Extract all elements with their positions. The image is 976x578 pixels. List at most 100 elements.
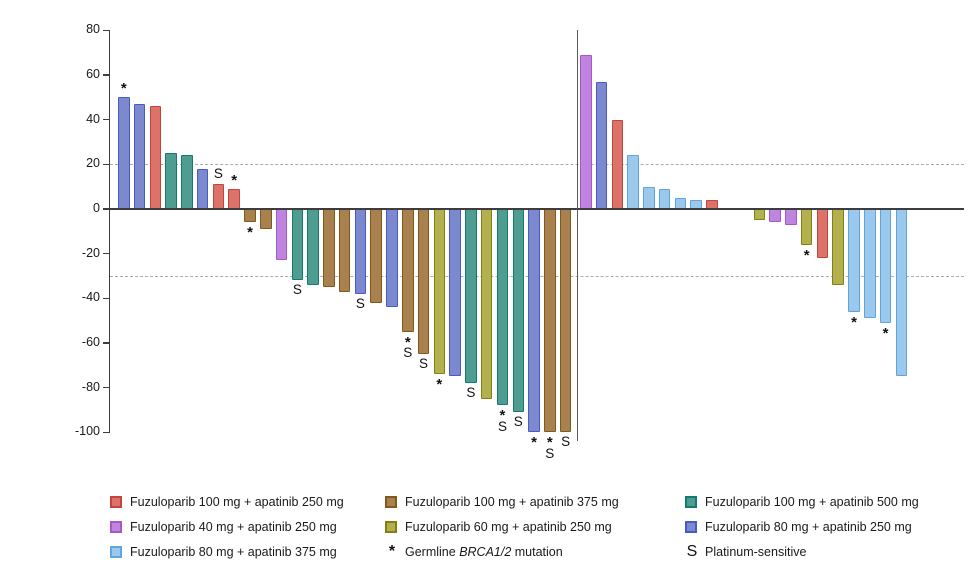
legend-swatch-olive bbox=[385, 520, 397, 533]
platinum-sensitive-mark: S bbox=[419, 356, 429, 372]
y-tick-label: -100 bbox=[74, 424, 100, 439]
bar bbox=[386, 209, 398, 308]
bar bbox=[580, 54, 592, 209]
platinum-sensitive-mark: S bbox=[513, 414, 523, 430]
bar bbox=[595, 81, 608, 209]
legend-label: Fuzuloparib 60 mg + apatinib 250 mg bbox=[405, 519, 612, 534]
bar bbox=[260, 209, 272, 230]
brca-mutation-mark: * bbox=[120, 80, 127, 98]
legend-swatch-teal bbox=[685, 495, 697, 508]
bar bbox=[848, 209, 860, 312]
brca-mutation-mark: * bbox=[546, 434, 553, 452]
bar bbox=[879, 209, 892, 323]
bar bbox=[275, 209, 288, 261]
platinum-sensitive-mark: S bbox=[497, 418, 507, 434]
legend-item: Fuzuloparib 80 mg + apatinib 375 mg bbox=[110, 539, 337, 564]
platinum-sensitive-mark: S bbox=[292, 282, 302, 298]
y-axis-line bbox=[108, 30, 110, 433]
bar bbox=[895, 209, 908, 377]
platinum-sensitive-mark: S bbox=[213, 166, 223, 182]
y-tick-label: 20 bbox=[86, 156, 100, 171]
legend-item: Fuzuloparib 80 mg + apatinib 250 mg bbox=[685, 514, 912, 539]
brca-mutation-mark: * bbox=[247, 224, 253, 242]
bar bbox=[643, 186, 655, 209]
bar bbox=[528, 209, 540, 433]
y-axis-tick bbox=[103, 74, 109, 76]
legend-swatch-lightblue bbox=[110, 545, 122, 558]
bar bbox=[370, 209, 382, 303]
bar bbox=[417, 209, 430, 355]
platinum-sensitive-mark: S bbox=[561, 434, 571, 450]
bar bbox=[611, 119, 624, 209]
brca-mutation-mark: * bbox=[231, 171, 238, 189]
brca-mutation-mark: * bbox=[531, 434, 537, 452]
brca-mutation-mark: * bbox=[388, 542, 396, 560]
bar bbox=[118, 97, 130, 209]
bar bbox=[338, 209, 351, 292]
legend-swatch-red bbox=[110, 495, 122, 508]
y-axis-tick bbox=[103, 386, 109, 389]
bar bbox=[354, 209, 367, 294]
legend-label: Fuzuloparib 100 mg + apatinib 250 mg bbox=[130, 494, 344, 509]
legend-item: * Germline BRCA1/2 mutation bbox=[385, 539, 563, 564]
bar bbox=[496, 209, 509, 406]
bar bbox=[800, 209, 813, 245]
brca-mutation-mark: * bbox=[499, 407, 506, 425]
bar bbox=[449, 209, 461, 377]
bar bbox=[544, 209, 556, 433]
bar bbox=[244, 209, 256, 223]
y-tick-label: 80 bbox=[86, 22, 100, 37]
bar bbox=[816, 209, 829, 259]
bar bbox=[864, 209, 876, 319]
bar bbox=[228, 188, 240, 209]
bar bbox=[785, 209, 797, 225]
bar bbox=[769, 209, 781, 223]
y-axis-tick bbox=[103, 252, 109, 255]
bar bbox=[627, 155, 639, 209]
bar bbox=[165, 153, 177, 209]
brca-mutation-mark: * bbox=[882, 324, 889, 342]
y-axis-tick bbox=[103, 118, 109, 121]
legend-label: Germline BRCA1/2 mutation bbox=[405, 544, 563, 559]
y-tick-label: -40 bbox=[81, 290, 100, 305]
legend-swatch-purple bbox=[110, 520, 122, 533]
platinum-sensitive-mark: S bbox=[686, 542, 698, 560]
platinum-sensitive-mark: S bbox=[403, 345, 413, 361]
legend-label: Fuzuloparib 100 mg + apatinib 375 mg bbox=[405, 494, 619, 509]
bar bbox=[196, 168, 209, 209]
legend-item: Fuzuloparib 100 mg + apatinib 250 mg bbox=[110, 489, 344, 514]
group-divider bbox=[577, 30, 578, 441]
y-tick-label: -80 bbox=[81, 379, 100, 394]
legend-label: Fuzuloparib 80 mg + apatinib 250 mg bbox=[705, 519, 912, 534]
platinum-sensitive-mark: S bbox=[466, 385, 476, 401]
bar bbox=[291, 209, 304, 281]
y-axis-tick bbox=[103, 342, 109, 344]
reference-line bbox=[110, 164, 964, 166]
bar bbox=[658, 188, 671, 209]
y-axis-tick bbox=[103, 208, 109, 210]
brca-mutation-mark: * bbox=[436, 376, 443, 394]
bar bbox=[465, 209, 477, 384]
y-tick-label: 60 bbox=[86, 67, 100, 82]
legend-swatch-blue bbox=[685, 520, 697, 533]
bar bbox=[559, 209, 572, 433]
legend-label: Platinum-sensitive bbox=[705, 544, 807, 559]
bar bbox=[433, 209, 446, 375]
brca-mutation-mark: * bbox=[803, 246, 810, 264]
legend-label: Fuzuloparib 100 mg + apatinib 500 mg bbox=[705, 494, 919, 509]
legend-item: Fuzuloparib 40 mg + apatinib 250 mg bbox=[110, 514, 337, 539]
bar bbox=[832, 209, 844, 285]
bar bbox=[512, 209, 524, 413]
bar bbox=[149, 106, 162, 209]
brca-mutation-mark: * bbox=[851, 313, 857, 331]
brca-mutation-mark: * bbox=[404, 333, 411, 351]
y-tick-label: -60 bbox=[81, 334, 100, 349]
y-tick-label: 40 bbox=[86, 111, 100, 126]
y-axis-tick bbox=[103, 163, 109, 166]
bar bbox=[402, 209, 414, 332]
legend-item: Fuzuloparib 100 mg + apatinib 500 mg bbox=[685, 489, 919, 514]
bar bbox=[133, 104, 146, 209]
legend-item: S Platinum-sensitive bbox=[685, 539, 807, 564]
